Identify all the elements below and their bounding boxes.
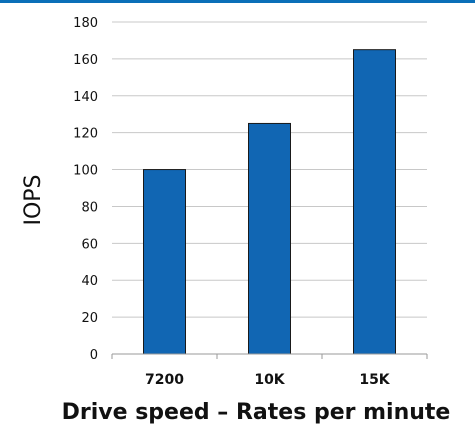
axes	[111, 353, 428, 359]
x-tick-label: 10K	[254, 372, 285, 388]
y-tick-label: 40	[81, 274, 98, 289]
y-tick-label: 120	[73, 127, 98, 142]
y-tick-label: 80	[81, 200, 98, 215]
x-tick-label: 7200	[145, 372, 184, 388]
y-tick-label: 0	[90, 348, 98, 363]
y-tick-label: 20	[81, 311, 98, 326]
bars	[143, 49, 396, 355]
y-tick-label: 140	[73, 90, 98, 105]
x-tick-labels: 7200 10K 15K	[145, 372, 391, 388]
y-tick-labels: 0 20 40 60 80 100 120 140 160 180	[73, 16, 98, 363]
bar-7200	[143, 169, 186, 355]
y-tick-label: 60	[81, 237, 98, 252]
y-tick-label: 180	[73, 16, 98, 31]
y-tick-label: 160	[73, 53, 98, 68]
y-tick-label: 100	[73, 164, 98, 179]
y-axis-title: IOPS	[21, 174, 46, 225]
bar-15k	[353, 49, 396, 355]
top-accent-rule	[0, 0, 475, 3]
x-tick-label: 15K	[359, 372, 390, 388]
x-axis-title: Drive speed – Rates per minute	[62, 400, 451, 425]
bar-10k	[248, 122, 291, 355]
